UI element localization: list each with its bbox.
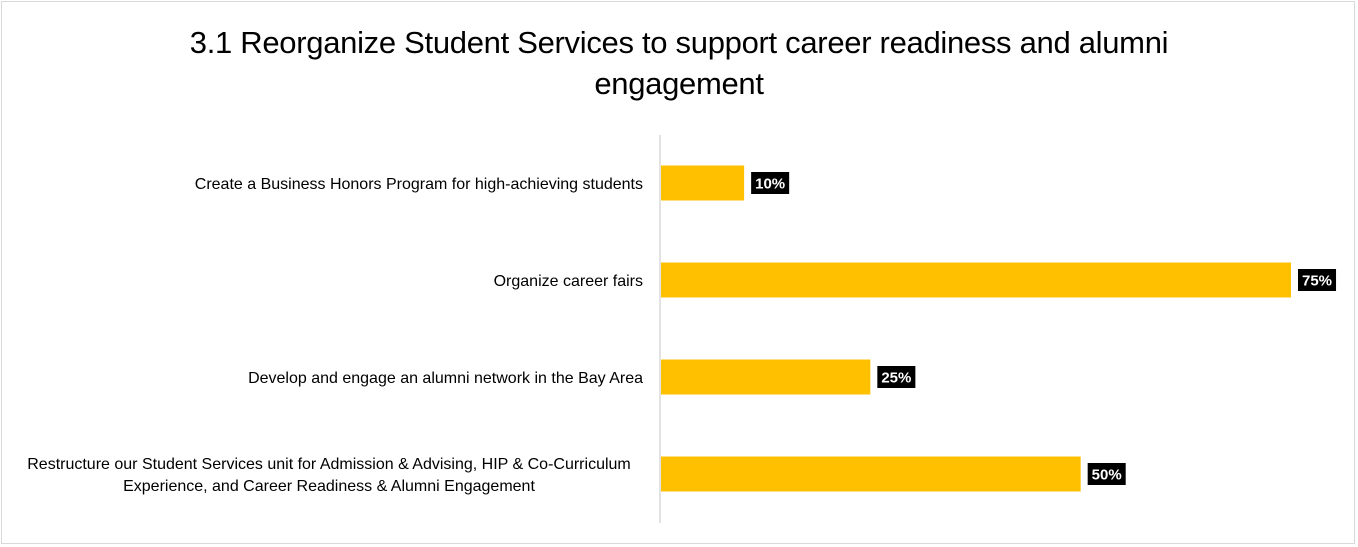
data-label-text-1: 10% <box>755 176 785 193</box>
data-label-box-3 <box>877 366 916 388</box>
chart-title-line-1: 3.1 Reorganize Student Services to suppo… <box>189 25 1169 60</box>
data-label-box-2 <box>1298 269 1337 291</box>
data-label-2: 75% <box>1298 269 1337 291</box>
category-label-3: Develop and engage an alumni network in … <box>248 370 643 387</box>
data-label-text-2: 75% <box>1302 273 1332 290</box>
bar-4 <box>661 456 1081 492</box>
data-label-box-4 <box>1087 463 1126 485</box>
data-label-text-4: 50% <box>1092 467 1122 484</box>
data-label-4: 50% <box>1087 463 1126 485</box>
data-label-1: 10% <box>751 172 790 194</box>
category-label-1: Create a Business Honors Program for hig… <box>195 176 643 193</box>
bar-1 <box>661 165 745 201</box>
category-label-4: Restructure our Student Services unit fo… <box>27 456 631 495</box>
chart-title-line-2: engagement <box>594 66 764 101</box>
chart-title: 3.1 Reorganize Student Services to suppo… <box>2 22 1356 104</box>
data-label-box-1 <box>751 172 790 194</box>
data-label-3: 25% <box>877 366 916 388</box>
data-label-text-3: 25% <box>881 370 911 387</box>
bar-2 <box>661 262 1291 298</box>
category-label-2: Organize career fairs <box>494 273 643 290</box>
bar-3 <box>661 359 871 395</box>
